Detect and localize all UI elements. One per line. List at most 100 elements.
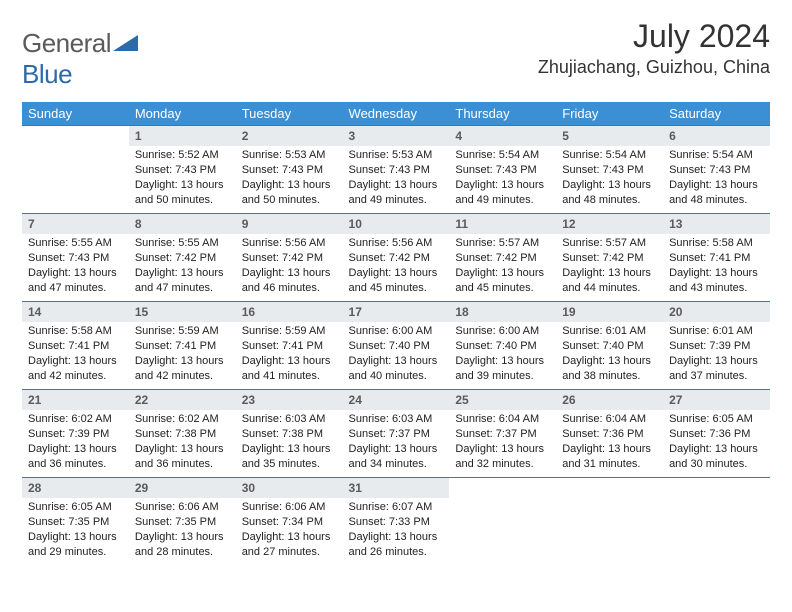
sunset-text: Sunset: 7:41 PM [28,339,123,354]
daylight-text: Daylight: 13 hours and 29 minutes. [28,530,123,560]
logo: General Blue [22,18,139,90]
calendar-day-cell: 4Sunrise: 5:54 AMSunset: 7:43 PMDaylight… [449,126,556,214]
daylight-text: Daylight: 13 hours and 32 minutes. [455,442,550,472]
sunrise-text: Sunrise: 6:00 AM [349,324,444,339]
day-number: 13 [663,214,770,234]
calendar-week-row: 28Sunrise: 6:05 AMSunset: 7:35 PMDayligh… [22,478,770,566]
calendar-day-cell: 1Sunrise: 5:52 AMSunset: 7:43 PMDaylight… [129,126,236,214]
calendar-body: 1Sunrise: 5:52 AMSunset: 7:43 PMDaylight… [22,126,770,566]
sunset-text: Sunset: 7:41 PM [135,339,230,354]
day-number: 8 [129,214,236,234]
calendar-day-cell: 21 Sunrise: 6:02 AMSunset: 7:39 PMDayligh… [22,390,129,478]
daylight-text: Daylight: 13 hours and 47 minutes. [28,266,123,296]
sunrise-text: Sunrise: 6:02 AM [28,412,123,427]
calendar-day-cell: 26Sunrise: 6:04 AMSunset: 7:36 PMDayligh… [556,390,663,478]
calendar-day-cell: 9Sunrise: 5:56 AMSunset: 7:42 PMDaylight… [236,214,343,302]
calendar-day-cell: 8Sunrise: 5:55 AMSunset: 7:42 PMDaylight… [129,214,236,302]
day-number: 17 [343,302,450,322]
daylight-text: Daylight: 13 hours and 50 minutes. [135,178,230,208]
sunset-text: Sunset: 7:34 PM [242,515,337,530]
daylight-text: Daylight: 13 hours and 42 minutes. [135,354,230,384]
daylight-text: Daylight: 13 hours and 46 minutes. [242,266,337,296]
sunrise-text: Sunrise: 6:06 AM [242,500,337,515]
daylight-text: Daylight: 13 hours and 36 minutes. [135,442,230,472]
day-number: 10 [343,214,450,234]
calendar-day-cell: 3Sunrise: 5:53 AMSunset: 7:43 PMDaylight… [343,126,450,214]
sunset-text: Sunset: 7:41 PM [669,251,764,266]
weekday-header: Monday [129,102,236,126]
sunset-text: Sunset: 7:40 PM [455,339,550,354]
day-content: Sunrise: 6:03 AMSunset: 7:37 PMDaylight:… [343,410,450,475]
day-content: Sunrise: 6:01 AMSunset: 7:39 PMDaylight:… [663,322,770,387]
daylight-text: Daylight: 13 hours and 40 minutes. [349,354,444,384]
daylight-text: Daylight: 13 hours and 37 minutes. [669,354,764,384]
day-content: Sunrise: 6:06 AMSunset: 7:34 PMDaylight:… [236,498,343,563]
sunset-text: Sunset: 7:39 PM [28,427,123,442]
daylight-text: Daylight: 13 hours and 39 minutes. [455,354,550,384]
calendar-day-cell: 7 Sunrise: 5:55 AMSunset: 7:43 PMDaylight… [22,214,129,302]
sunset-text: Sunset: 7:43 PM [349,163,444,178]
sunset-text: Sunset: 7:42 PM [562,251,657,266]
sunset-text: Sunset: 7:40 PM [349,339,444,354]
calendar-day-cell: 22Sunrise: 6:02 AMSunset: 7:38 PMDayligh… [129,390,236,478]
day-content: Sunrise: 5:58 AMSunset: 7:41 PMDaylight:… [22,322,129,387]
day-content: Sunrise: 5:56 AMSunset: 7:42 PMDaylight:… [236,234,343,299]
day-content: Sunrise: 5:54 AMSunset: 7:43 PMDaylight:… [449,146,556,211]
calendar-day-cell: 17Sunrise: 6:00 AMSunset: 7:40 PMDayligh… [343,302,450,390]
calendar-day-cell: 13Sunrise: 5:58 AMSunset: 7:41 PMDayligh… [663,214,770,302]
sunset-text: Sunset: 7:43 PM [242,163,337,178]
day-content: Sunrise: 6:00 AMSunset: 7:40 PMDaylight:… [449,322,556,387]
day-number: 31 [343,478,450,498]
sunrise-text: Sunrise: 6:01 AM [669,324,764,339]
day-content: Sunrise: 5:55 AMSunset: 7:42 PMDaylight:… [129,234,236,299]
day-number: 4 [449,126,556,146]
daylight-text: Daylight: 13 hours and 36 minutes. [28,442,123,472]
sunrise-text: Sunrise: 6:04 AM [455,412,550,427]
day-content: Sunrise: 6:00 AMSunset: 7:40 PMDaylight:… [343,322,450,387]
calendar-week-row: 21Sunrise: 6:02 AMSunset: 7:39 PMDayligh… [22,390,770,478]
sunset-text: Sunset: 7:43 PM [135,163,230,178]
daylight-text: Daylight: 13 hours and 27 minutes. [242,530,337,560]
day-content: Sunrise: 5:59 AMSunset: 7:41 PMDaylight:… [129,322,236,387]
daylight-text: Daylight: 13 hours and 49 minutes. [455,178,550,208]
sunrise-text: Sunrise: 5:54 AM [669,148,764,163]
day-content: Sunrise: 6:06 AMSunset: 7:35 PMDaylight:… [129,498,236,563]
sunset-text: Sunset: 7:43 PM [562,163,657,178]
sunrise-text: Sunrise: 6:00 AM [455,324,550,339]
daylight-text: Daylight: 13 hours and 28 minutes. [135,530,230,560]
calendar-day-cell: 2Sunrise: 5:53 AMSunset: 7:43 PMDaylight… [236,126,343,214]
sunrise-text: Sunrise: 5:58 AM [28,324,123,339]
calendar-day-cell: 11Sunrise: 5:57 AMSunset: 7:42 PMDayligh… [449,214,556,302]
sunrise-text: Sunrise: 5:56 AM [349,236,444,251]
daylight-text: Daylight: 13 hours and 30 minutes. [669,442,764,472]
sunrise-text: Sunrise: 5:57 AM [562,236,657,251]
calendar-week-row: 1Sunrise: 5:52 AMSunset: 7:43 PMDaylight… [22,126,770,214]
calendar-day-cell: 23Sunrise: 6:03 AMSunset: 7:38 PMDayligh… [236,390,343,478]
daylight-text: Daylight: 13 hours and 50 minutes. [242,178,337,208]
calendar-table: SundayMondayTuesdayWednesdayThursdayFrid… [22,102,770,566]
sunrise-text: Sunrise: 6:05 AM [28,500,123,515]
day-content: Sunrise: 6:04 AMSunset: 7:36 PMDaylight:… [556,410,663,475]
day-number: 21 [22,390,129,410]
daylight-text: Daylight: 13 hours and 42 minutes. [28,354,123,384]
sunset-text: Sunset: 7:35 PM [135,515,230,530]
sunrise-text: Sunrise: 6:06 AM [135,500,230,515]
calendar-day-cell [22,126,129,214]
sunset-text: Sunset: 7:43 PM [455,163,550,178]
day-number: 5 [556,126,663,146]
sunrise-text: Sunrise: 6:01 AM [562,324,657,339]
day-number: 1 [129,126,236,146]
sunrise-text: Sunrise: 5:55 AM [28,236,123,251]
sunset-text: Sunset: 7:33 PM [349,515,444,530]
daylight-text: Daylight: 13 hours and 31 minutes. [562,442,657,472]
day-content: Sunrise: 5:57 AMSunset: 7:42 PMDaylight:… [449,234,556,299]
weekday-header: Tuesday [236,102,343,126]
day-number: 28 [22,478,129,498]
daylight-text: Daylight: 13 hours and 43 minutes. [669,266,764,296]
day-number: 7 [22,214,129,234]
sunrise-text: Sunrise: 6:07 AM [349,500,444,515]
day-number: 18 [449,302,556,322]
sunset-text: Sunset: 7:42 PM [455,251,550,266]
sunset-text: Sunset: 7:43 PM [28,251,123,266]
calendar-day-cell: 18Sunrise: 6:00 AMSunset: 7:40 PMDayligh… [449,302,556,390]
